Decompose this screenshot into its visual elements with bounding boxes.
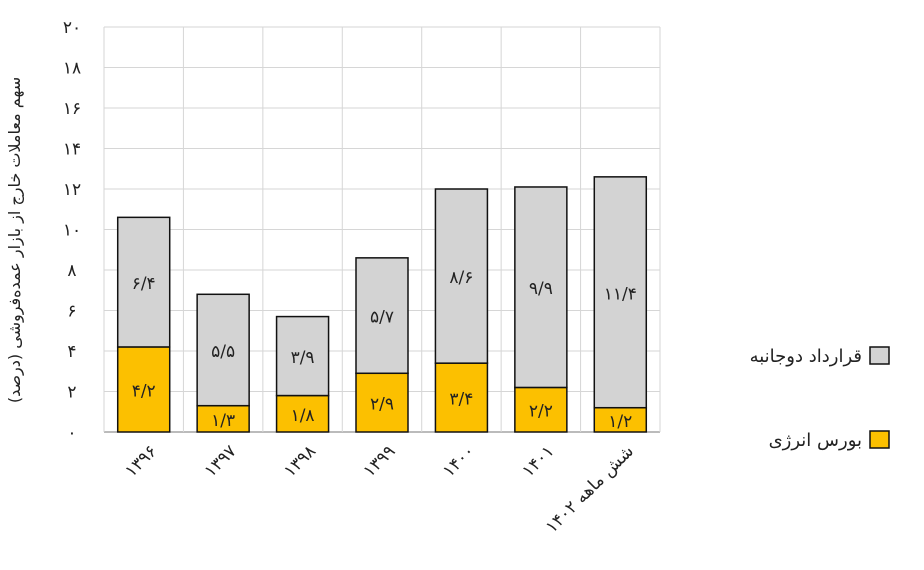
legend-label-bilateral: قرارداد دوجانبه [750, 346, 862, 367]
bar-bilateral [514, 186, 568, 389]
bar-value-label: ۵/۵ [211, 342, 235, 362]
bar-value-label: ۲/۲ [529, 402, 553, 422]
x-category-label: ۱۳۹۶ [121, 441, 161, 481]
bar-value-label: ۱۱/۴ [604, 284, 637, 304]
y-tick-label: ۱۰ [63, 221, 81, 241]
bar-energy-exchange [196, 404, 250, 433]
x-category-label: ۱۴۰۱ [518, 441, 558, 481]
bar-bilateral [355, 257, 409, 375]
y-tick-label: ۱۲ [63, 180, 81, 200]
x-category-label: ۱۴۰۰ [439, 441, 479, 481]
legend: قرارداد دوجانبه بورس انرژی [750, 346, 890, 451]
y-tick-label: ۰ [67, 423, 76, 443]
y-tick-label: ۸ [67, 261, 76, 281]
bar-value-label: ۹/۹ [529, 279, 553, 299]
y-tick-label: ۶ [67, 302, 76, 322]
y-tick-label: ۲ [67, 383, 76, 403]
y-axis-label: سهم معاملات خارج از بازار عمده‌فروشی (در… [5, 77, 25, 403]
bar-value-label: ۱/۳ [211, 411, 235, 431]
bar-energy-exchange [593, 406, 648, 433]
y-tick-label: ۲۰ [63, 18, 81, 38]
bar-bilateral [116, 216, 171, 348]
y-tick-label: ۱۴ [63, 140, 81, 160]
x-category-label: ۱۳۹۸ [280, 441, 320, 481]
bar-value-label: ۵/۷ [370, 308, 394, 328]
bar-value-label: ۱/۲ [608, 412, 632, 432]
legend-label-energy-exchange: بورس انرژی [769, 430, 862, 451]
bar-value-label: ۴/۲ [132, 381, 156, 401]
y-axis-ticks: ۰ ۲ ۴ ۶ ۸ ۱۰ ۱۲ ۱۴ ۱۶ ۱۸ ۲۰ [63, 18, 81, 443]
bar-value-label: ۸/۶ [449, 268, 473, 288]
legend-swatch-bilateral [869, 346, 890, 365]
bar-energy-exchange [514, 386, 568, 433]
y-tick-label: ۱۸ [63, 59, 81, 79]
bar-value-label: ۳/۹ [291, 348, 315, 368]
bar-bilateral [196, 293, 250, 407]
bar-energy-exchange [355, 372, 409, 433]
bar-bilateral [434, 188, 489, 364]
x-category-label: ۱۳۹۹ [360, 441, 400, 481]
bars: ۴/۲ ۶/۴ ۱/۳ ۵/۵ ۱/۸ ۳/۹ ۲/۹ ۵/۷ ۳/۴ ۸/۶ ۲/۲ ۹/۹ ۱/۲ ۱… [116, 176, 648, 433]
bar-value-label: ۳/۴ [449, 390, 473, 410]
y-tick-label: ۱۶ [63, 99, 81, 119]
x-category-label: ۱۳۹۷ [201, 441, 241, 481]
bar-bilateral [593, 176, 648, 409]
bar-energy-exchange [275, 394, 330, 433]
bar-value-label: ۶/۴ [132, 274, 156, 294]
bar-bilateral [275, 315, 330, 397]
legend-swatch-energy-exchange [869, 430, 890, 449]
bar-value-label: ۲/۹ [370, 395, 394, 415]
bar-value-label: ۱/۸ [291, 406, 315, 426]
y-tick-label: ۴ [67, 342, 76, 362]
